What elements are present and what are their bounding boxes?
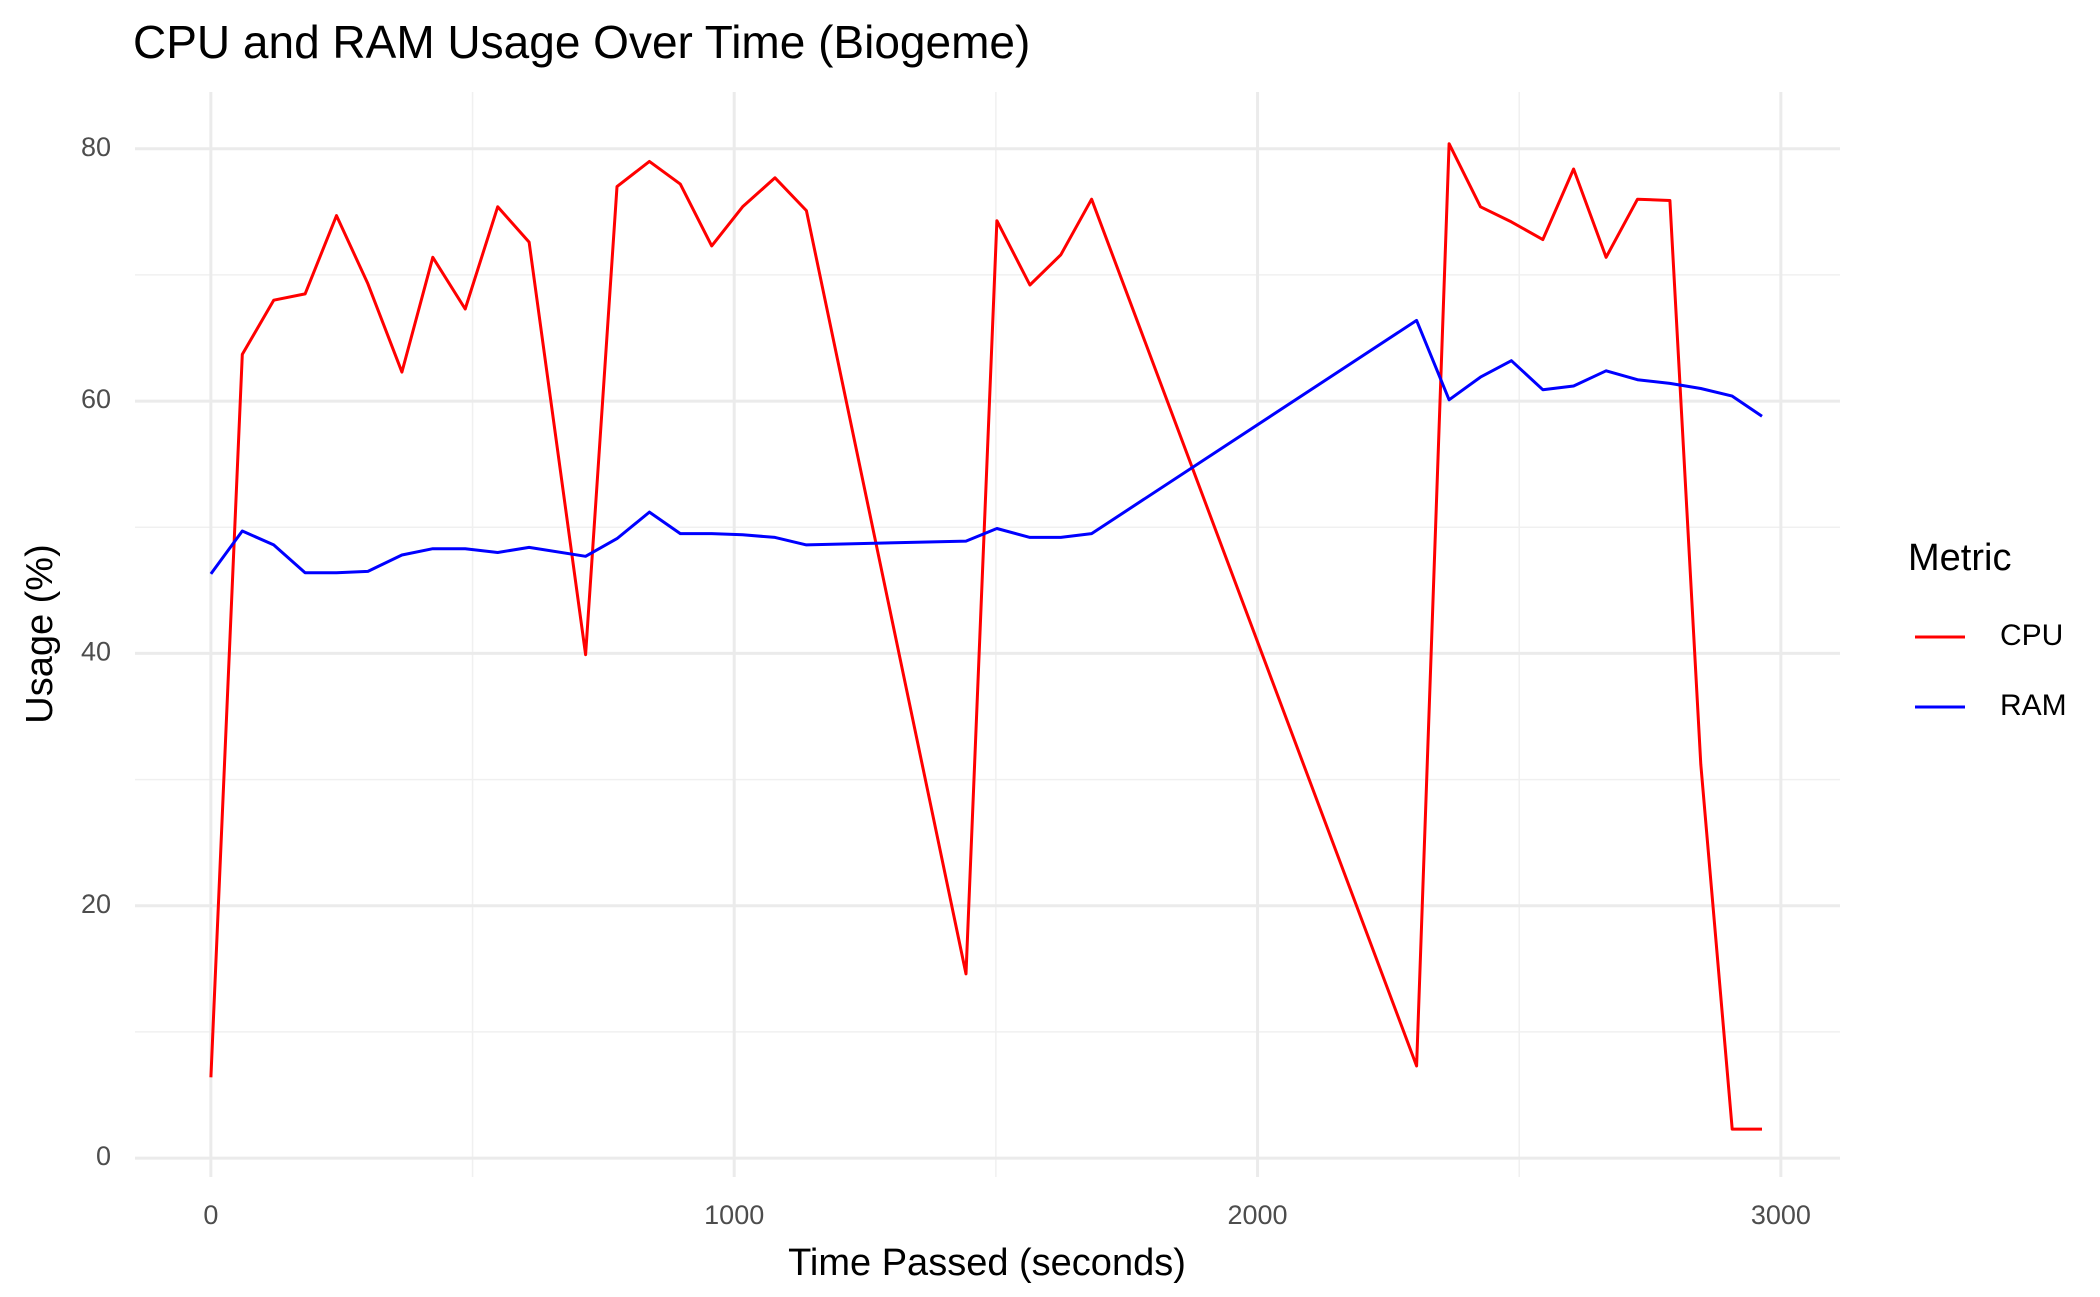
y-tick-label: 40	[81, 637, 111, 667]
x-tick-label: 1000	[704, 1200, 764, 1230]
chart-title: CPU and RAM Usage Over Time (Biogeme)	[133, 16, 1030, 68]
y-tick-label: 0	[96, 1141, 111, 1171]
y-tick-label: 20	[81, 889, 111, 919]
y-tick-label: 80	[81, 132, 111, 162]
legend-label: RAM	[2000, 689, 2067, 722]
legend-label: CPU	[2000, 619, 2063, 652]
x-tick-label: 2000	[1227, 1200, 1287, 1230]
x-axis-title: Time Passed (seconds)	[788, 1242, 1186, 1284]
y-axis-title: Usage (%)	[19, 544, 61, 724]
line-series	[209, 142, 1762, 1131]
y-tick-label: 60	[81, 384, 111, 414]
legend-title: Metric	[1908, 537, 2011, 579]
line-series	[209, 318, 1763, 575]
x-tick-label: 3000	[1751, 1200, 1811, 1230]
x-tick-label: 0	[203, 1200, 218, 1230]
